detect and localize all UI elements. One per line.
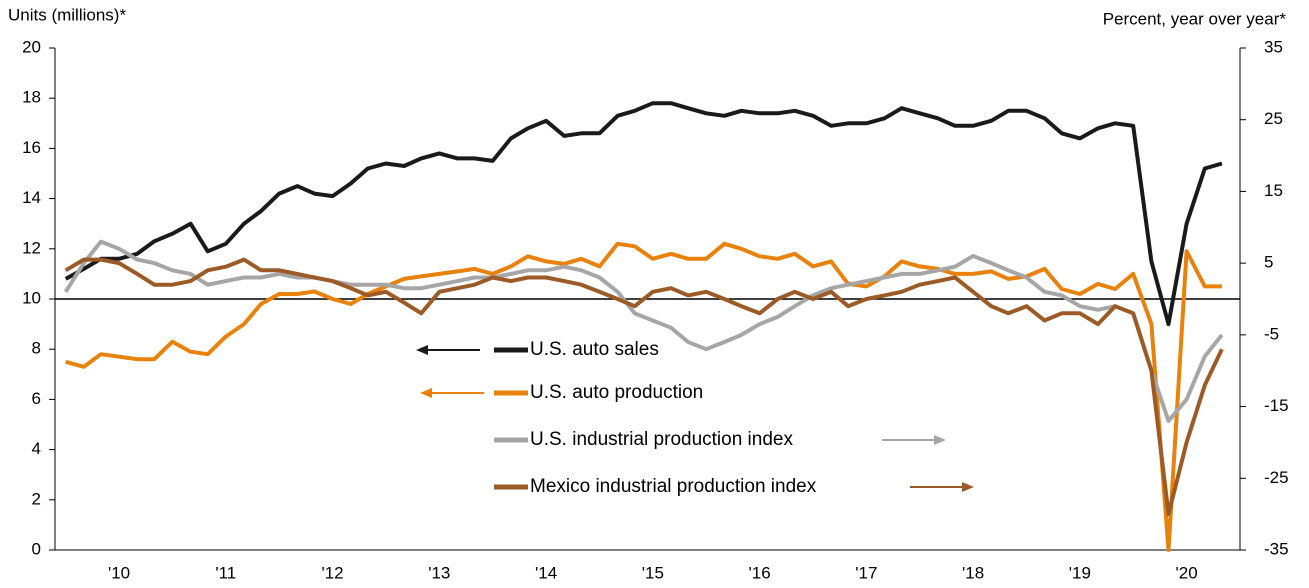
- y2-tick-label: -25: [1264, 468, 1289, 487]
- y-tick-label: 16: [22, 138, 41, 157]
- y-tick-label: 10: [22, 288, 41, 307]
- y-tick-label: 0: [32, 539, 41, 558]
- arrow-head: [416, 345, 428, 355]
- y-tick-label: 14: [22, 188, 41, 207]
- arrow-head: [934, 435, 946, 445]
- legend-label: U.S. auto production: [530, 382, 703, 403]
- series-line: [64, 239, 1224, 423]
- x-tick-label: '18: [962, 563, 984, 582]
- x-tick-label: '10: [108, 563, 130, 582]
- legend-label: U.S. auto sales: [530, 339, 659, 360]
- y2-tick-label: -5: [1264, 324, 1279, 343]
- y2-axis-label: Percent, year over year*: [1103, 9, 1287, 28]
- series-line: [64, 257, 1224, 517]
- x-tick-label: '20: [1176, 563, 1198, 582]
- x-tick-label: '12: [321, 563, 343, 582]
- y-axis-label: Units (millions)*: [8, 5, 126, 24]
- y2-tick-label: 25: [1264, 109, 1283, 128]
- legend-label: U.S. industrial production index: [530, 429, 793, 450]
- arrow-head: [962, 482, 974, 492]
- y-tick-label: 18: [22, 88, 41, 107]
- x-tick-label: '16: [749, 563, 771, 582]
- y2-tick-label: 5: [1264, 253, 1273, 272]
- y2-tick-label: -35: [1264, 539, 1289, 558]
- y2-tick-label: 15: [1264, 181, 1283, 200]
- x-tick-label: '19: [1069, 563, 1091, 582]
- legend-label: Mexico industrial production index: [530, 476, 817, 497]
- y-tick-label: 12: [22, 238, 41, 257]
- x-tick-label: '13: [428, 563, 450, 582]
- series-line: [64, 101, 1223, 327]
- y2-tick-label: -15: [1264, 396, 1289, 415]
- legend-arrows: [416, 345, 974, 492]
- x-tick-label: '14: [535, 563, 557, 582]
- y-tick-label: 2: [32, 489, 41, 508]
- y-tick-label: 8: [32, 339, 41, 358]
- y2-tick-label: 35: [1264, 37, 1283, 56]
- x-tick-label: '15: [642, 563, 664, 582]
- y-tick-label: 20: [22, 37, 41, 56]
- y-tick-label: 4: [32, 439, 41, 458]
- x-tick-label: '11: [215, 563, 236, 582]
- y-tick-label: 6: [32, 389, 41, 408]
- arrow-head: [420, 388, 432, 398]
- x-tick-label: '17: [855, 563, 877, 582]
- series-line: [65, 241, 1222, 552]
